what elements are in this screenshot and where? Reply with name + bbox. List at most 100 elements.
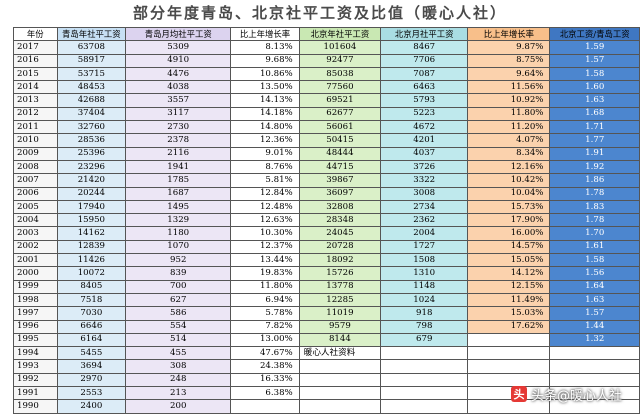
bj-monthly-cell	[380, 399, 469, 414]
year-cell: 1997	[13, 306, 58, 321]
year-cell: 2003	[13, 226, 58, 241]
bj-monthly-cell: 2004	[380, 226, 469, 241]
ratio-cell: 1.61	[549, 239, 640, 255]
year-cell: 1990	[13, 399, 58, 414]
qd-growth-cell: 8.76%	[230, 159, 300, 175]
ratio-cell	[549, 386, 640, 401]
bj-monthly-cell: 5223	[380, 106, 469, 122]
qd-growth-cell: 12.84%	[230, 186, 300, 201]
bj-monthly-cell: 3726	[380, 159, 469, 175]
qd-growth-cell: 14.80%	[230, 120, 300, 135]
bj-annual-cell: 18092	[298, 253, 382, 268]
bj-annual-cell: 50415	[298, 133, 382, 148]
qd-monthly-cell: 2378	[125, 133, 232, 148]
qd-annual-cell: 6646	[56, 319, 127, 334]
table-row: 2017 63708 5309 8.13% 101604 8467 9.87% 1.59	[13, 40, 640, 55]
bj-annual-cell: 48444	[298, 146, 382, 161]
bj-monthly-cell: 8467	[380, 40, 469, 55]
qd-monthly-cell: 3557	[125, 93, 232, 108]
qd-annual-cell: 21420	[56, 173, 127, 188]
bj-growth-cell: 12.15%	[467, 279, 551, 294]
ratio-cell: 1.64	[549, 279, 640, 294]
bj-growth-cell: 16.00%	[467, 226, 551, 241]
qd-annual-cell: 63708	[56, 40, 127, 55]
bj-growth-cell: 17.90%	[467, 213, 551, 228]
bj-growth-cell: 4.07%	[467, 133, 551, 148]
header-year: 年份	[13, 26, 58, 42]
bj-annual-cell	[298, 386, 382, 401]
bj-annual-cell: 8144	[298, 332, 382, 348]
bj-growth-cell	[467, 359, 551, 374]
ratio-cell: 1.78	[549, 186, 640, 201]
qd-annual-cell: 17940	[56, 199, 127, 215]
table-row: 2000 10072 839 19.83% 15726 1310 14.12% 1.56	[13, 266, 640, 281]
year-cell: 2010	[13, 133, 58, 148]
qd-growth-cell: 13.44%	[230, 253, 300, 268]
table-row: 1999 8405 700 11.80% 13778 1148 12.15% 1.64	[13, 279, 640, 294]
source-note: 暖心人社资料	[298, 346, 382, 361]
qd-monthly-cell: 1495	[125, 199, 232, 215]
qd-growth-cell: 16.33%	[230, 372, 300, 388]
qd-monthly-cell: 4910	[125, 53, 232, 68]
bj-monthly-cell: 1310	[380, 266, 469, 281]
bj-annual-cell	[298, 399, 382, 414]
ratio-cell: 1.86	[549, 173, 640, 188]
ratio-cell: 1.77	[549, 133, 640, 148]
year-cell: 2011	[13, 120, 58, 135]
bj-growth-cell	[467, 386, 551, 401]
qd-annual-cell: 10072	[56, 266, 127, 281]
header-qd-growth: 比上年增长率	[230, 26, 300, 42]
qd-monthly-cell: 586	[125, 306, 232, 321]
ratio-cell: 1.92	[549, 159, 640, 175]
bj-monthly-cell	[380, 386, 469, 401]
ratio-cell: 1.68	[549, 106, 640, 122]
table-row: 1991 2553 213 6.38%	[13, 386, 640, 401]
ratio-cell: 1.59	[549, 40, 640, 55]
qd-monthly-cell: 514	[125, 332, 232, 348]
qd-growth-cell: 10.86%	[230, 66, 300, 82]
year-cell: 2000	[13, 266, 58, 281]
ratio-cell: 1.58	[549, 253, 640, 268]
bj-monthly-cell: 4037	[380, 146, 469, 161]
qd-annual-cell: 28536	[56, 133, 127, 148]
qd-growth-cell: 47.67%	[230, 346, 300, 361]
bj-annual-cell	[298, 359, 382, 374]
qd-annual-cell: 7030	[56, 306, 127, 321]
qd-monthly-cell: 2730	[125, 120, 232, 135]
bj-growth-cell: 10.42%	[467, 173, 551, 188]
qd-growth-cell: 24.38%	[230, 359, 300, 374]
bj-annual-cell: 44715	[298, 159, 382, 175]
wage-table: 年份 青岛年社平工资 青岛月均社平工资 比上年增长率 北京年社平工资 北京月社平工资 比上年…	[13, 26, 640, 414]
table-row: 2006 20244 1687 12.84% 36097 3008 10.04% 1.78	[13, 186, 640, 201]
year-cell: 2013	[13, 93, 58, 108]
table-row: 1994 5455 455 47.67% 暖心人社资料	[13, 346, 640, 361]
bj-annual-cell: 36097	[298, 186, 382, 201]
qd-annual-cell: 20244	[56, 186, 127, 201]
qd-monthly-cell: 455	[125, 346, 232, 361]
qd-growth-cell: 12.63%	[230, 213, 300, 228]
bj-monthly-cell: 2734	[380, 199, 469, 215]
qd-annual-cell: 37404	[56, 106, 127, 122]
bj-growth-cell: 14.12%	[467, 266, 551, 281]
year-cell: 1996	[13, 319, 58, 334]
table-row: 2004 15950 1329 12.63% 28348 2362 17.90% 1.78	[13, 213, 640, 228]
bj-growth-cell: 14.57%	[467, 239, 551, 255]
qd-monthly-cell: 4038	[125, 80, 232, 95]
bj-growth-cell: 15.05%	[467, 253, 551, 268]
qd-monthly-cell: 627	[125, 292, 232, 308]
qd-growth-cell: 5.78%	[230, 306, 300, 321]
bj-annual-cell: 9579	[298, 319, 382, 334]
qd-annual-cell: 2553	[56, 386, 127, 401]
bj-growth-cell: 10.92%	[467, 93, 551, 108]
qd-monthly-cell: 3117	[125, 106, 232, 122]
bj-annual-cell: 12285	[298, 292, 382, 308]
table-row: 2008 23296 1941 8.76% 44715 3726 12.16% 1.92	[13, 159, 640, 175]
qd-monthly-cell: 1329	[125, 213, 232, 228]
bj-growth-cell: 8.75%	[467, 53, 551, 68]
qd-annual-cell: 2970	[56, 372, 127, 388]
qd-annual-cell: 48453	[56, 80, 127, 95]
ratio-cell: 1.32	[549, 332, 640, 348]
ratio-cell: 1.83	[549, 199, 640, 215]
qd-monthly-cell: 308	[125, 359, 232, 374]
table-row: 2013 42688 3557 14.13% 69521 5793 10.92% 1.63	[13, 93, 640, 108]
